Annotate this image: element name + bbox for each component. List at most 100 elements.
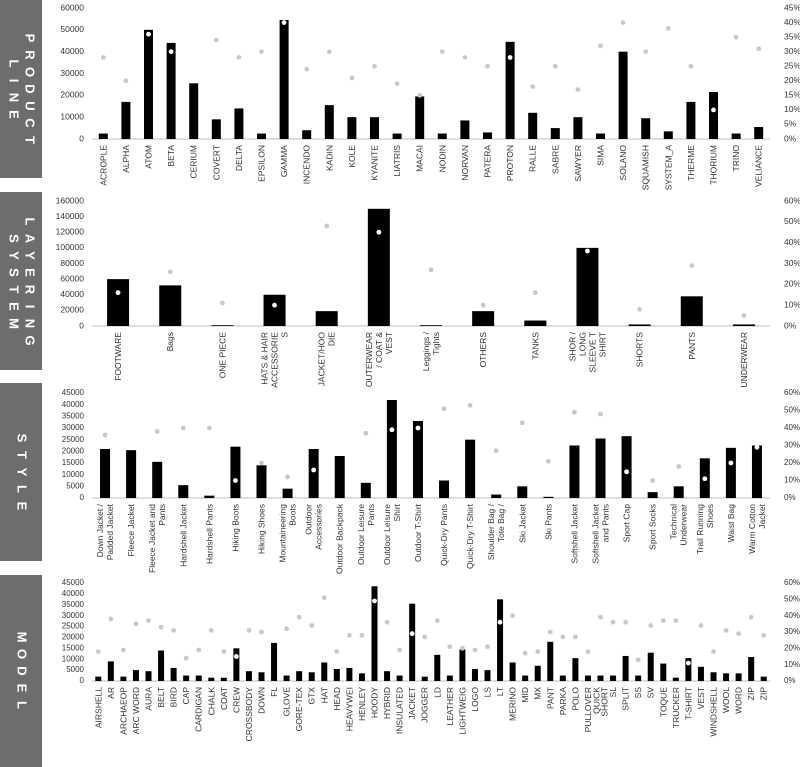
style-chart: 0500010000150002000025000300003500040000…	[0, 383, 800, 561]
layering-system-chart: 0200004000060000800001000001200001400001…	[0, 192, 800, 370]
right-axis-tick-label: 20%	[784, 643, 800, 652]
rate-point	[363, 431, 368, 436]
rate-point	[523, 651, 528, 656]
category-tick-label: TOQUE	[658, 687, 668, 717]
bar	[325, 105, 334, 139]
rate-point	[417, 93, 422, 98]
left-axis-tick-label: 15000	[62, 643, 85, 652]
bar	[413, 421, 423, 498]
rate-point	[621, 20, 626, 25]
category-tick-label: Quick-Dry T-Shirt	[465, 503, 475, 569]
rate-point	[711, 649, 716, 654]
rate-point	[598, 412, 603, 417]
right-axis-tick-label: 0%	[784, 133, 797, 143]
rate-point	[576, 87, 581, 92]
rate-point	[749, 615, 754, 620]
bar	[472, 669, 478, 681]
bar	[178, 485, 188, 498]
bar	[409, 604, 415, 681]
bar	[264, 295, 286, 326]
rate-point	[214, 38, 219, 43]
left-axis-tick-label: 40000	[62, 589, 85, 598]
category-tick-label: Boots	[288, 504, 298, 526]
category-tick-label: HATS & HAIR	[260, 332, 270, 385]
category-tick-label: Tights	[431, 332, 441, 355]
category-tick-label: COAT	[219, 687, 229, 710]
left-axis-tick-label: 35000	[62, 411, 85, 420]
bar	[126, 450, 136, 498]
bar	[347, 117, 356, 139]
bar	[660, 664, 666, 681]
category-tick-label: HENLEY	[357, 687, 367, 721]
bar	[359, 673, 365, 681]
category-tick-label: DOWN	[257, 687, 267, 714]
category-tick-label: LS	[483, 687, 493, 698]
rate-point	[736, 631, 741, 636]
rate-point	[146, 32, 151, 37]
bar	[397, 676, 403, 681]
bar	[167, 43, 176, 139]
rate-point	[686, 661, 691, 666]
product-line-chart: 01000020000300004000050000600000%5%10%15…	[0, 0, 800, 178]
category-tick-label: RALLE	[528, 145, 538, 172]
bar	[483, 132, 492, 139]
rate-point	[134, 621, 139, 626]
bar	[384, 671, 390, 681]
category-tick-label: ZIP	[746, 687, 756, 701]
bar	[438, 134, 447, 139]
rate-point	[623, 620, 628, 625]
bar	[635, 676, 641, 681]
category-tick-label: Trail Running	[695, 504, 705, 555]
category-tick-label: AURA	[144, 687, 154, 711]
bar	[100, 449, 110, 498]
rate-point	[586, 649, 591, 654]
bar	[146, 671, 152, 681]
category-tick-label: Hardshell Pants	[204, 504, 214, 564]
left-axis-tick-label: 10000	[62, 470, 85, 479]
category-tick-label: Shoes	[705, 504, 715, 528]
rate-point	[410, 631, 415, 636]
rate-point	[761, 633, 766, 638]
rate-point	[116, 290, 121, 295]
rate-point	[237, 55, 242, 60]
category-tick-label: NODIN	[437, 145, 447, 172]
bar	[152, 462, 162, 498]
rate-point	[546, 459, 551, 464]
bar	[726, 448, 736, 498]
left-axis-tick-label: 50000	[60, 24, 84, 34]
rate-point	[734, 35, 739, 40]
category-tick-label: CARDIGAN	[194, 687, 204, 732]
rate-point	[327, 49, 332, 54]
bar	[302, 130, 311, 139]
bar	[560, 676, 566, 681]
bar	[485, 670, 491, 681]
left-axis-tick-label: 35000	[62, 600, 85, 609]
rate-point	[96, 649, 101, 654]
rate-point	[169, 49, 174, 54]
rate-point	[463, 55, 468, 60]
right-axis-tick-label: 0%	[784, 320, 797, 330]
category-tick-label: GORE-TEX	[294, 687, 304, 732]
right-axis-tick-label: 20%	[784, 458, 800, 467]
rate-point	[171, 628, 176, 633]
category-tick-label: JACKET	[407, 687, 417, 720]
bar	[748, 657, 754, 681]
rate-point	[429, 267, 434, 272]
right-axis-tick-label: 10%	[784, 104, 800, 114]
category-tick-label: Outdoor Leisure	[356, 504, 366, 565]
bar	[321, 662, 327, 681]
category-tick-label: KADIN	[324, 145, 334, 171]
rate-point	[643, 49, 648, 54]
right-axis-tick-label: 30%	[784, 441, 800, 450]
category-tick-label: Warm Cotton	[747, 504, 757, 554]
bar	[569, 446, 579, 499]
bar	[732, 134, 741, 139]
category-tick-label: LONG	[577, 332, 587, 356]
rate-point	[666, 26, 671, 31]
bar	[233, 648, 239, 681]
rate-point	[155, 429, 160, 434]
left-axis-tick-label: 10000	[60, 111, 84, 121]
rate-point	[389, 427, 394, 432]
category-tick-label: DIE	[327, 332, 337, 347]
bar	[257, 465, 267, 498]
